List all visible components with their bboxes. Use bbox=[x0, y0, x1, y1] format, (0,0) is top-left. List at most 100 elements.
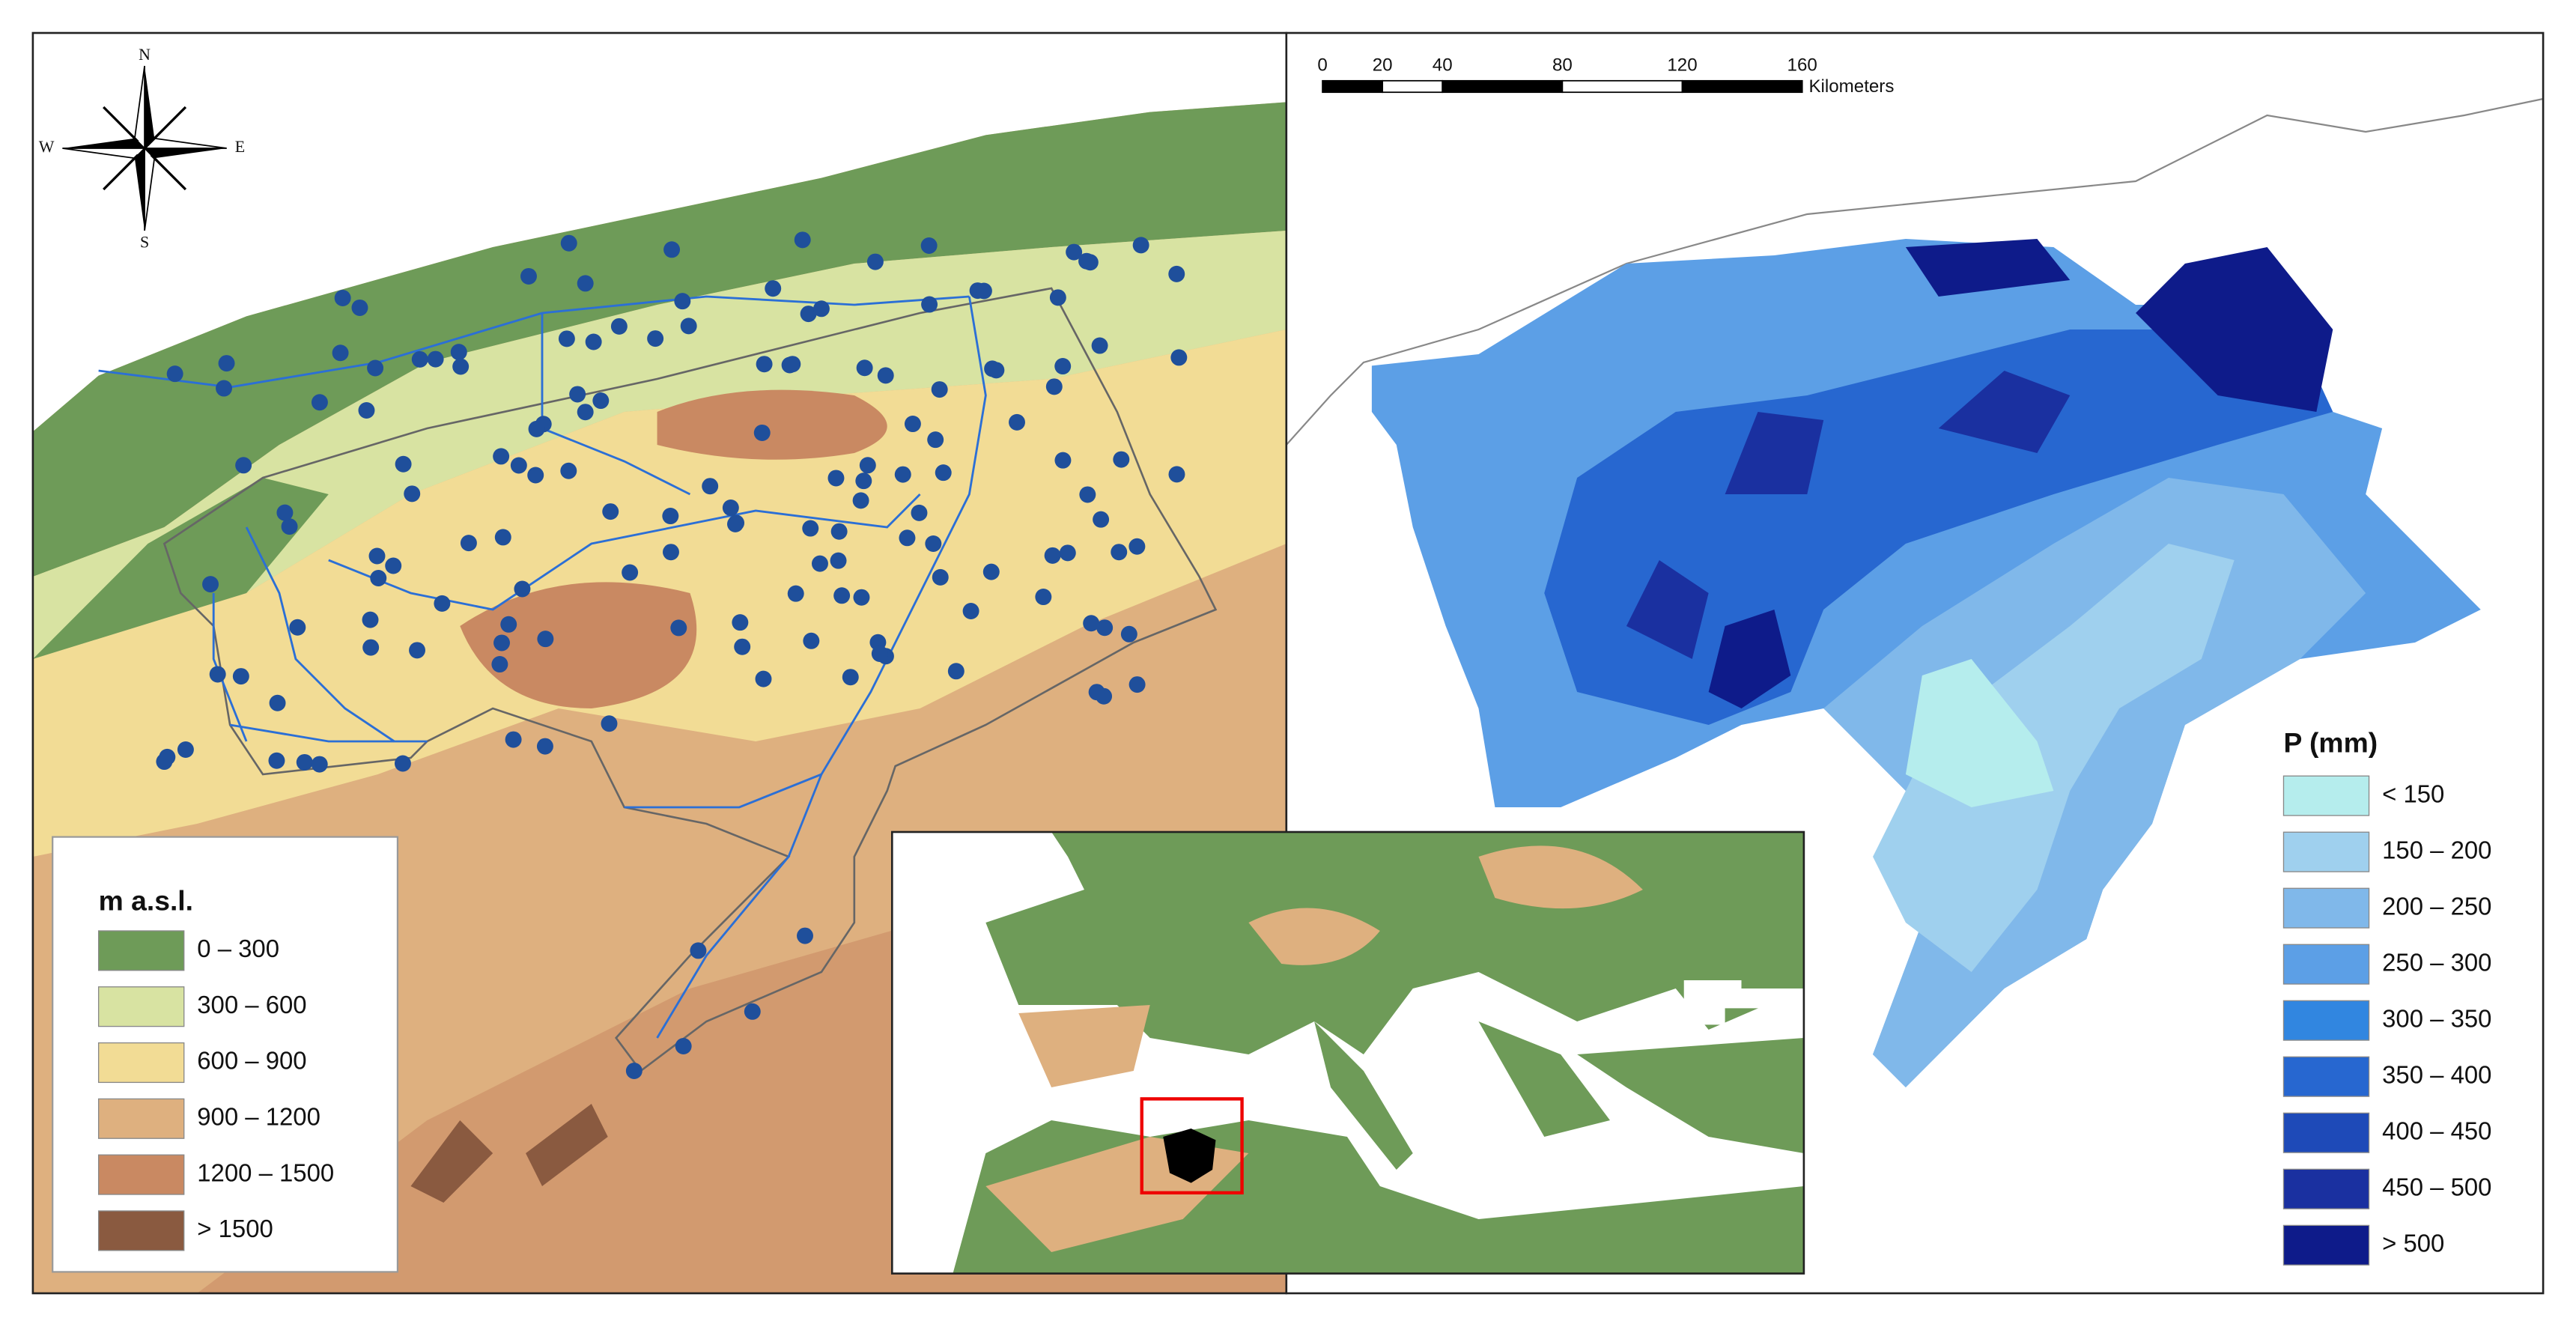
station bbox=[853, 589, 870, 606]
station bbox=[528, 420, 545, 437]
station bbox=[166, 365, 183, 383]
station bbox=[395, 455, 412, 473]
station bbox=[702, 478, 719, 495]
sea bbox=[32, 33, 1287, 432]
station bbox=[505, 731, 522, 748]
station bbox=[577, 275, 594, 292]
legend-label: 250 – 300 bbox=[2382, 948, 2491, 976]
station bbox=[520, 267, 537, 285]
legend-swatch bbox=[97, 1098, 185, 1139]
scale-label: 20 bbox=[1373, 55, 1393, 75]
station bbox=[177, 741, 194, 758]
compass-north: N bbox=[139, 45, 151, 64]
compass-south: S bbox=[140, 233, 149, 252]
station bbox=[1054, 358, 1072, 375]
elevation-legend: 0 – 300 300 – 600 600 – 900 900 – 1200 1200 … bbox=[97, 930, 334, 1251]
station bbox=[744, 1003, 761, 1020]
station bbox=[852, 492, 869, 509]
station bbox=[332, 344, 349, 362]
station bbox=[493, 634, 510, 652]
station bbox=[932, 568, 949, 586]
station bbox=[904, 416, 921, 433]
legend-title: P (mm) bbox=[2283, 726, 2378, 758]
scale-label: 40 bbox=[1433, 55, 1453, 75]
station bbox=[803, 632, 820, 649]
legend-swatch bbox=[2282, 1056, 2370, 1097]
station bbox=[899, 529, 916, 547]
station bbox=[585, 333, 602, 350]
station bbox=[296, 753, 313, 771]
station bbox=[859, 457, 876, 474]
terrain-mountain bbox=[657, 389, 887, 460]
station bbox=[690, 942, 707, 959]
legend-swatch bbox=[2282, 887, 2370, 929]
station bbox=[434, 595, 451, 612]
inset-map bbox=[892, 832, 1804, 1274]
station bbox=[920, 237, 938, 255]
station bbox=[984, 360, 1001, 377]
station bbox=[602, 503, 619, 520]
station bbox=[1128, 538, 1146, 555]
station bbox=[1045, 378, 1063, 395]
station bbox=[756, 356, 773, 373]
river bbox=[328, 493, 921, 611]
station bbox=[1035, 589, 1052, 606]
station bbox=[351, 299, 368, 316]
station bbox=[1009, 413, 1025, 431]
station bbox=[311, 756, 328, 773]
terrain-hill bbox=[32, 231, 1287, 660]
station bbox=[734, 638, 751, 655]
station bbox=[370, 569, 387, 586]
station bbox=[362, 639, 380, 656]
legend-swatch bbox=[2282, 775, 2370, 816]
station bbox=[216, 380, 232, 397]
study-area-box bbox=[1140, 1097, 1244, 1195]
station bbox=[311, 394, 328, 411]
legend-swatch bbox=[2282, 1168, 2370, 1209]
station bbox=[1066, 243, 1083, 261]
station bbox=[663, 241, 681, 258]
station bbox=[962, 602, 979, 619]
station bbox=[830, 552, 847, 569]
station bbox=[811, 555, 828, 572]
legend-label: 350 – 400 bbox=[2382, 1060, 2491, 1088]
station bbox=[494, 529, 511, 546]
precip-zone bbox=[1708, 239, 2333, 708]
station bbox=[569, 386, 586, 403]
legend-label: 300 – 600 bbox=[197, 991, 306, 1018]
station bbox=[812, 300, 830, 318]
station bbox=[334, 289, 351, 306]
station bbox=[1088, 684, 1105, 701]
station bbox=[202, 576, 219, 593]
station bbox=[362, 611, 379, 628]
station bbox=[797, 927, 813, 944]
station bbox=[625, 1063, 643, 1079]
scale-segment bbox=[1382, 79, 1444, 94]
legend-label: 1200 – 1500 bbox=[197, 1158, 334, 1186]
legend-label: 0 – 300 bbox=[197, 935, 279, 962]
legend-swatch bbox=[2282, 831, 2370, 872]
station bbox=[911, 504, 928, 521]
scale-label: 160 bbox=[1787, 55, 1817, 75]
station bbox=[800, 306, 817, 323]
station bbox=[276, 504, 294, 521]
station bbox=[577, 404, 594, 421]
station bbox=[1132, 237, 1149, 254]
station bbox=[663, 544, 679, 561]
station bbox=[1078, 252, 1095, 270]
station bbox=[894, 466, 911, 483]
station bbox=[367, 359, 384, 377]
panel-border bbox=[1285, 31, 2545, 1295]
inset-relief bbox=[1018, 845, 1643, 1087]
station bbox=[877, 367, 894, 384]
station bbox=[755, 670, 772, 687]
station bbox=[385, 557, 402, 574]
legend-label: 200 – 250 bbox=[2382, 892, 2491, 920]
station bbox=[925, 535, 942, 552]
legend-swatch bbox=[97, 1042, 185, 1084]
station bbox=[1093, 511, 1110, 528]
compass: N S E W bbox=[39, 45, 245, 252]
inset-blank bbox=[1683, 980, 1804, 1025]
